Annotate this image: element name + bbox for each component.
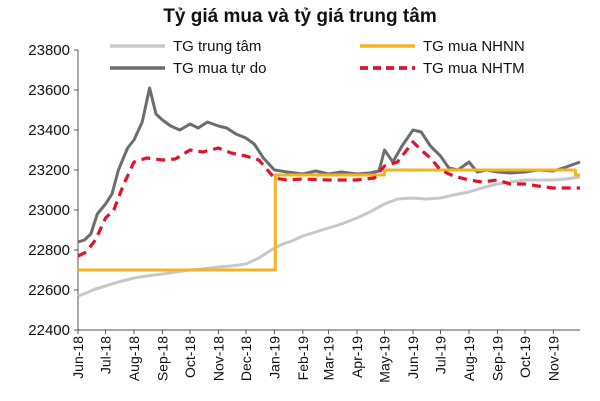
x-tick-label: Dec-18: [238, 336, 254, 381]
x-tick-label: Jan-19: [266, 336, 282, 379]
x-tick-label: Oct-18: [182, 336, 198, 378]
y-tick-label: 22400: [28, 322, 70, 339]
legend-label: TG mua NHNN: [423, 38, 525, 55]
x-tick-label: Oct-19: [517, 336, 533, 378]
y-tick-label: 23200: [28, 162, 70, 179]
y-tick-label: 23400: [28, 122, 70, 139]
y-tick-label: 22600: [28, 282, 70, 299]
y-tick-label: 22800: [28, 242, 70, 259]
x-tick-label: Nov-18: [210, 336, 226, 381]
series-line-tg-mua-nhtm: [77, 140, 580, 258]
x-tick-label: Feb-19: [295, 336, 311, 381]
x-tick-label: Jul-19: [433, 336, 449, 374]
y-tick-label: 23000: [28, 202, 70, 219]
y-tick-label: 23800: [28, 42, 70, 59]
legend-label: TG mua NHTM: [423, 60, 525, 77]
x-tick-label: Jun-18: [70, 336, 86, 379]
series-line-tg-trung-tam: [77, 175, 581, 298]
x-tick-label: Mar-19: [321, 336, 337, 381]
y-tick-label: 23600: [28, 82, 70, 99]
x-tick-label: Nov-19: [545, 336, 561, 381]
chart-title: Tỷ giá mua và tỷ giá trung tâm: [163, 6, 437, 27]
x-tick-label: May-19: [377, 336, 393, 383]
legend-label: TG mua tự do: [173, 60, 266, 77]
series-line-tg-mua-nhnn: [78, 168, 580, 272]
x-tick-label: Aug-19: [461, 336, 477, 381]
x-tick-label: Apr-19: [349, 336, 365, 378]
x-tick-label: Jul-18: [98, 336, 114, 374]
x-tick-label: Aug-18: [126, 336, 142, 381]
x-tick-label: Jun-19: [405, 336, 421, 379]
x-tick-label: Sep-19: [489, 336, 505, 381]
x-tick-label: Sep-18: [154, 336, 170, 381]
series-line-tg-mua-tu-do: [77, 86, 581, 244]
legend-label: TG trung tâm: [173, 38, 261, 55]
